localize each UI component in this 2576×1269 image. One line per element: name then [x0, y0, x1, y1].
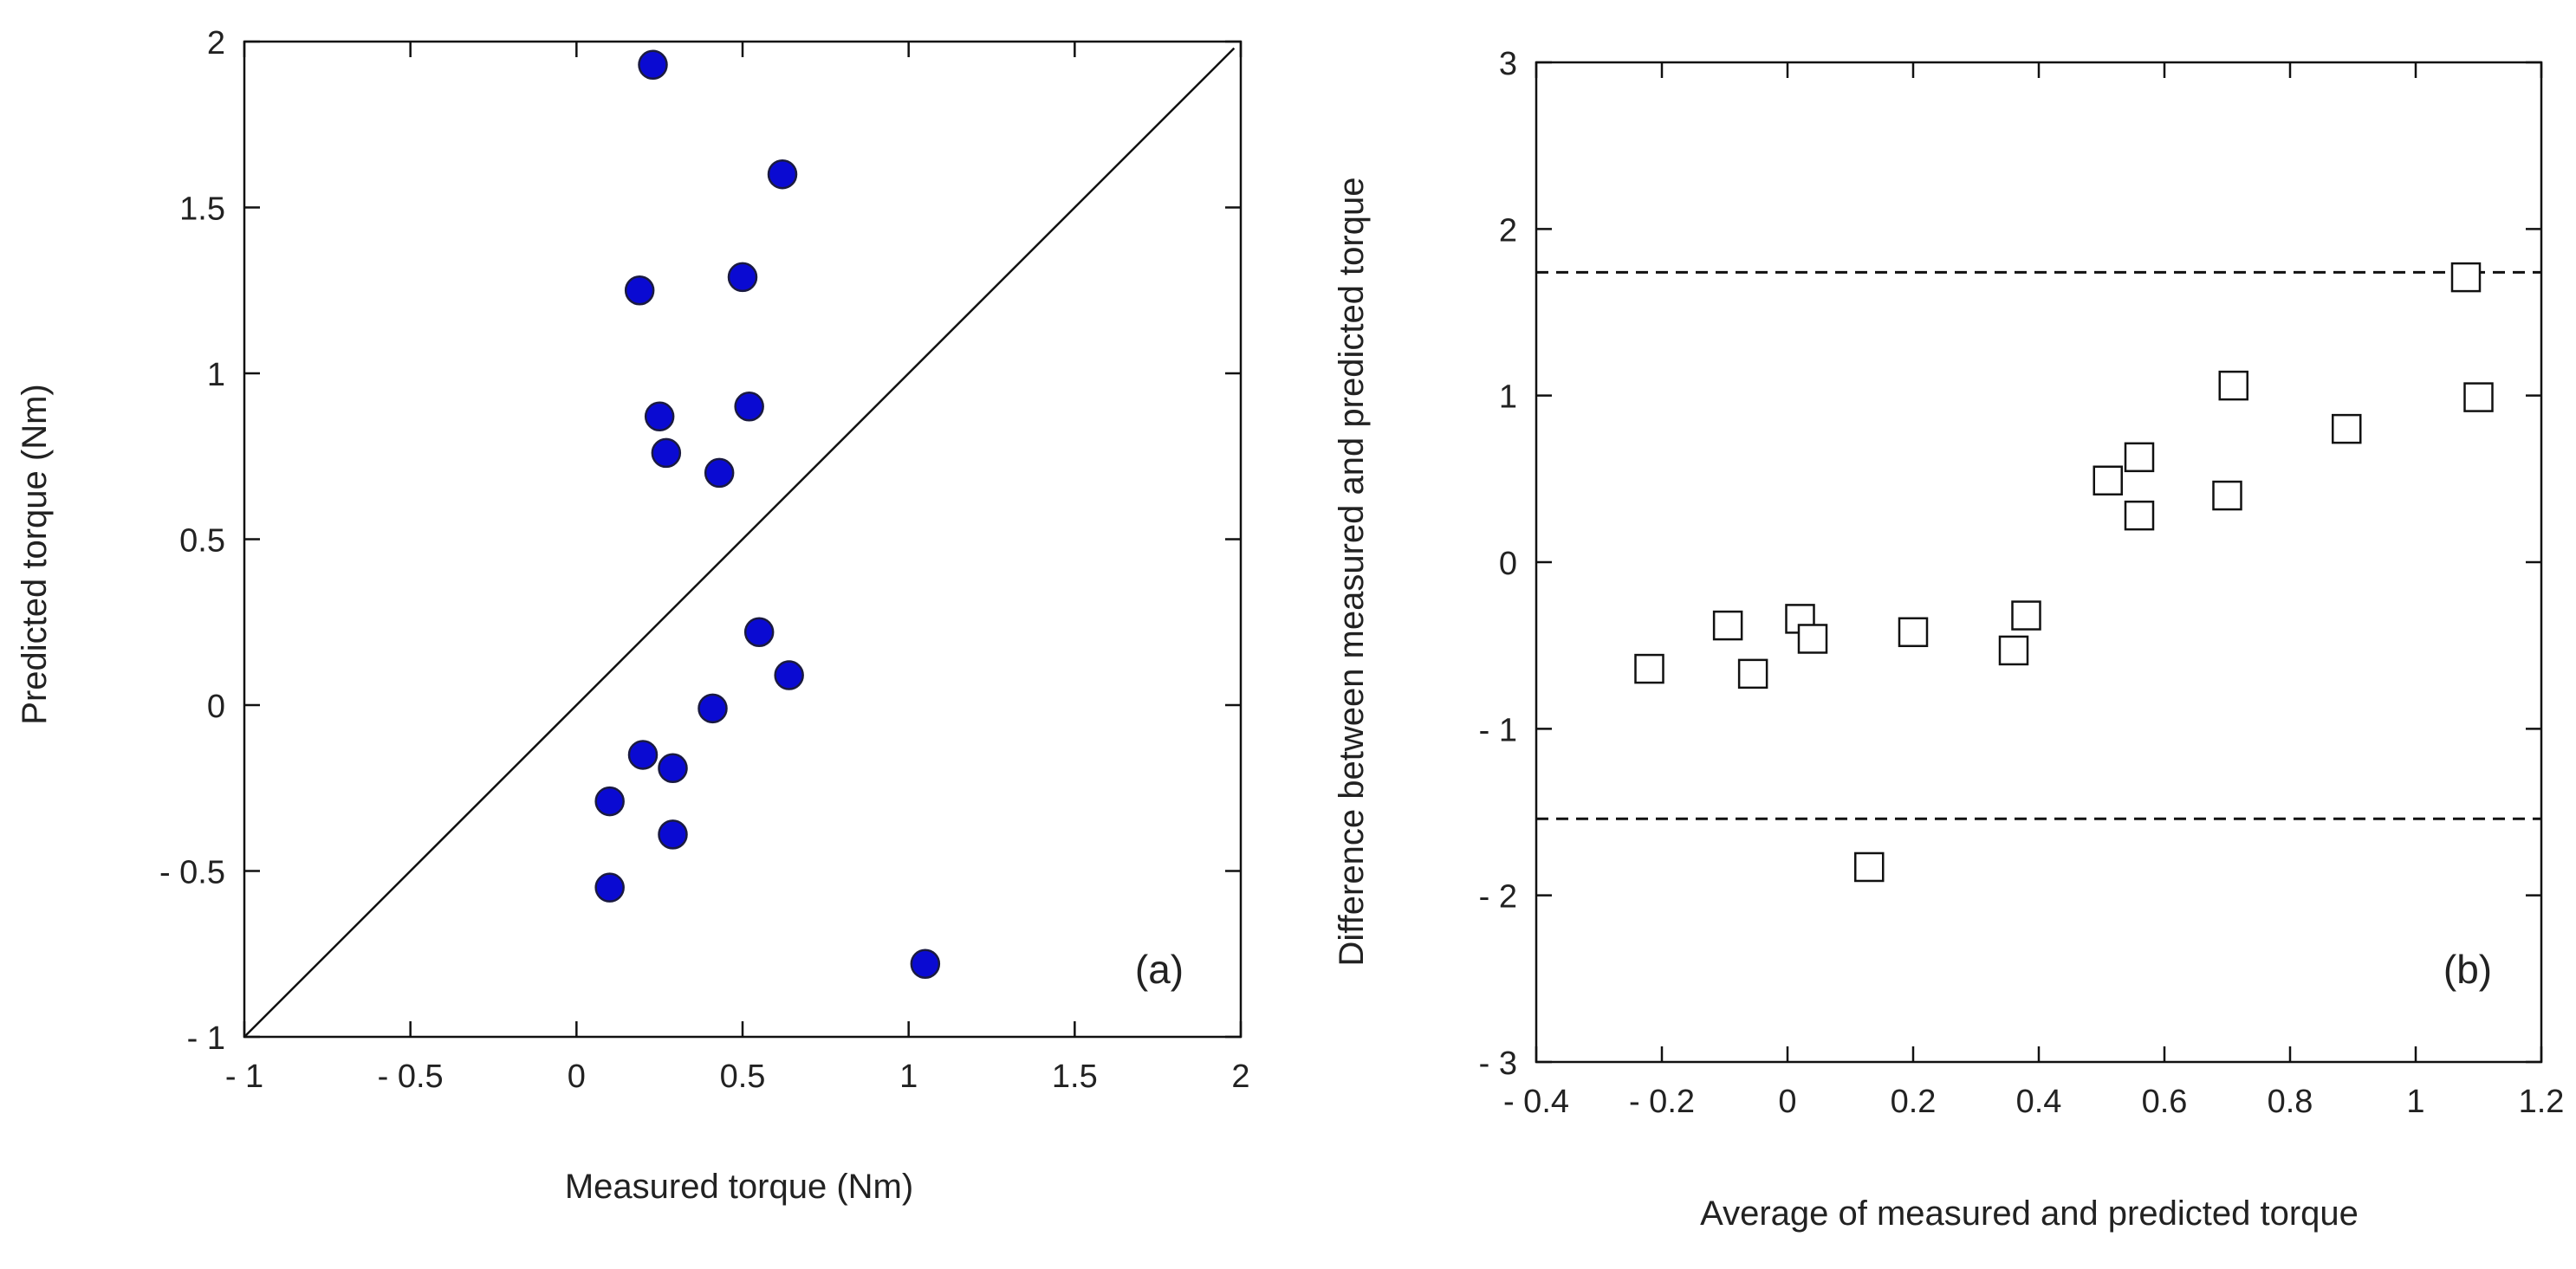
panel-a-x-tick-label: - 1	[225, 1059, 263, 1095]
panel-a-data-points	[594, 49, 941, 979]
panel-b-data-points	[1634, 262, 2494, 883]
data-point	[2124, 500, 2155, 531]
data-point	[2450, 262, 2482, 293]
panel-a-x-tick-label: 0	[568, 1059, 586, 1095]
data-point	[2011, 600, 2041, 631]
panel-b-axes: - 0.4 - 0.2 0 0.2 0.4 0.6 0.8 1 1.2 - 3 - 2 - 1 0 1 2 3	[1479, 46, 2565, 1120]
data-point	[743, 617, 775, 647]
panel-b-x-tick-label: 1	[2406, 1084, 2424, 1120]
data-point	[2093, 465, 2123, 496]
panel-b-y-axis-label: Difference between measured and predicte…	[1333, 178, 1371, 967]
data-point	[2212, 480, 2242, 511]
data-point	[638, 49, 668, 81]
panel-a-y-tick-label: - 1	[187, 1020, 225, 1057]
data-point	[1998, 635, 2029, 666]
data-point	[1634, 653, 1664, 684]
data-point	[767, 159, 798, 190]
data-point	[651, 437, 682, 469]
panel-b-x-tick-label: 0.8	[2268, 1084, 2313, 1120]
panel-b-x-tick-label: - 0.4	[1503, 1084, 1569, 1120]
data-point	[910, 949, 941, 979]
panel-b-y-tick-label: - 3	[1479, 1046, 1517, 1082]
data-point	[627, 740, 659, 770]
panel-a-y-tick-label: 0.5	[179, 523, 225, 560]
data-point	[658, 753, 688, 784]
panel-b-y-tick-label: 0	[1499, 546, 1517, 582]
panel-b-y-tick-label: - 1	[1479, 712, 1517, 748]
panel-a-x-tick-label: - 0.5	[378, 1059, 444, 1095]
panel-a-y-tick-label: - 0.5	[159, 855, 225, 891]
panel-b-x-tick-label: - 0.2	[1629, 1084, 1695, 1120]
panel-b-x-tick-label: 0.4	[2016, 1084, 2062, 1120]
panel-a-x-tick-label: 0.5	[720, 1059, 766, 1095]
panel-a-x-tick-label: 1.5	[1052, 1059, 1098, 1095]
data-point	[2463, 382, 2494, 412]
data-point	[594, 872, 625, 903]
data-point	[704, 457, 735, 489]
panel-b-y-tick-label: 3	[1499, 46, 1517, 82]
data-point	[2124, 442, 2155, 473]
panel-b-x-axis-label: Average of measured and predicted torque	[1700, 1195, 2359, 1233]
data-point	[727, 262, 758, 293]
panel-a-y-tick-label: 1	[207, 357, 225, 393]
data-point	[624, 275, 655, 306]
panel-a-y-tick-label: 2	[207, 25, 225, 62]
data-point	[1797, 624, 1828, 654]
panel-b-x-tick-label: 0.6	[2142, 1084, 2188, 1120]
data-point	[734, 392, 764, 422]
panel-b-y-tick-label: - 2	[1479, 879, 1517, 916]
data-point	[1737, 658, 1768, 690]
data-point	[2218, 370, 2248, 401]
data-point	[2332, 413, 2362, 444]
data-point	[774, 660, 804, 690]
panel-b-scatter-plot: - 0.4 - 0.2 0 0.2 0.4 0.6 0.8 1 1.2 - 3 - 2 - 1 0 1 2 3…	[1333, 46, 2564, 1233]
panel-a-x-axis-label: Measured torque (Nm)	[565, 1168, 913, 1206]
panel-b-x-tick-label: 0.2	[1891, 1084, 1937, 1120]
panel-b-x-tick-label: 0	[1778, 1084, 1796, 1120]
panel-b-y-tick-label: 2	[1499, 212, 1517, 249]
panel-a-scatter-plot: - 1 - 0.5 0 0.5 1 1.5 2 - 1 - 0.5 0 0.5 1 1.5 2 (a) M…	[16, 25, 1250, 1206]
panel-a-x-tick-label: 1	[899, 1059, 918, 1095]
panel-a-x-tick-label: 2	[1231, 1059, 1249, 1095]
panel-b-label: (b)	[2443, 947, 2492, 992]
data-point	[644, 401, 675, 432]
data-point	[1898, 617, 1929, 648]
panel-a-axes: - 1 - 0.5 0 0.5 1 1.5 2 - 1 - 0.5 0 0.5 1 1.5 2	[159, 25, 1250, 1095]
panel-a-label: (a)	[1135, 947, 1184, 992]
panel-a-y-tick-label: 1.5	[179, 191, 225, 228]
data-point	[1712, 610, 1743, 641]
data-point	[658, 819, 688, 850]
identity-line	[243, 47, 1236, 1038]
data-point	[594, 786, 625, 817]
panel-a-y-tick-label: 0	[207, 689, 225, 725]
panel-b-y-tick-label: 1	[1499, 379, 1517, 416]
panel-b-x-tick-label: 1.2	[2519, 1084, 2565, 1120]
panel-a-y-axis-label: Predicted torque (Nm)	[16, 384, 54, 724]
data-point	[1854, 851, 1885, 883]
data-point	[698, 693, 728, 724]
panel-b-plot-frame	[1535, 61, 2543, 1064]
